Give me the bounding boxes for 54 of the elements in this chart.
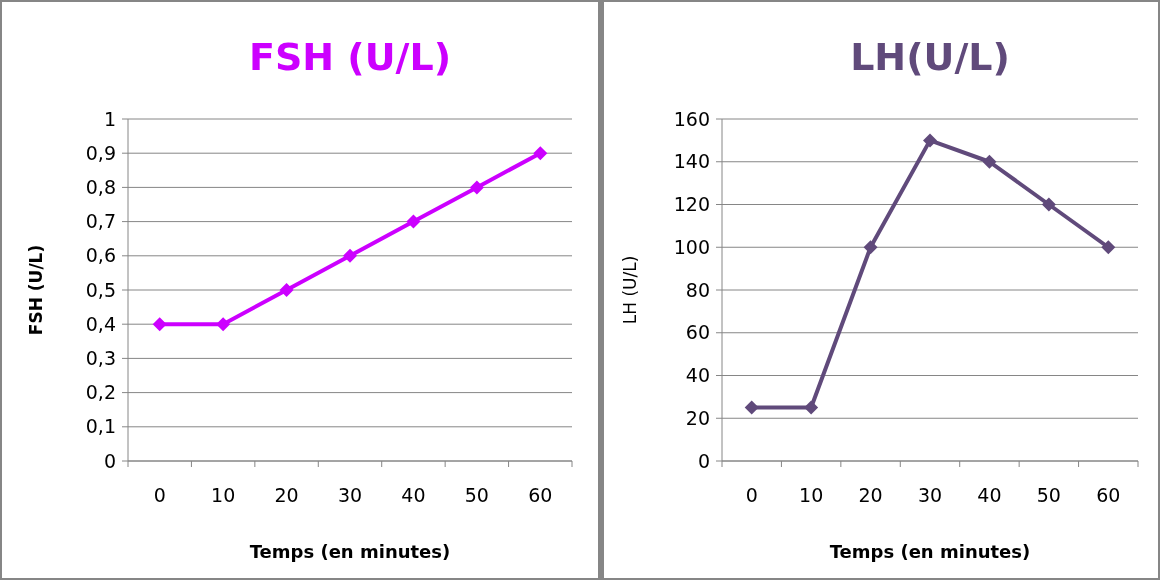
- y-tick-label: 0,8: [85, 176, 116, 199]
- point: [982, 154, 997, 169]
- point: [469, 180, 484, 195]
- y-tick-label: 0,3: [85, 347, 116, 370]
- point: [533, 146, 548, 161]
- y-tick-label: 100: [673, 235, 710, 258]
- x-tick-label: 30: [917, 484, 943, 506]
- x-tick-label: 20: [274, 484, 299, 506]
- y-tick-label: 0,1: [85, 415, 116, 438]
- point: [744, 400, 759, 415]
- y-tick-label: 80: [685, 278, 710, 301]
- x-tick-label: 0: [153, 484, 166, 506]
- y-tick-label: 1: [103, 107, 116, 130]
- y-tick-label: 20: [685, 406, 710, 429]
- y-tick-label: 0,7: [85, 210, 116, 233]
- x-tick-label: 50: [1036, 484, 1061, 506]
- y-tick-label: 0,5: [85, 278, 116, 301]
- x-axis-title: Temps (en minutes): [249, 541, 451, 562]
- x-tick-label: 40: [401, 484, 426, 506]
- chart-title: FSH (U/L): [248, 35, 452, 79]
- chart-title: LH(U/L): [850, 35, 1010, 79]
- point: [1101, 240, 1116, 255]
- point: [1041, 197, 1056, 212]
- x-tick-label: 40: [977, 484, 1002, 506]
- x-axis-title: Temps (en minutes): [829, 541, 1031, 562]
- point: [804, 400, 819, 415]
- x-tick-label: 10: [211, 484, 236, 506]
- point: [406, 214, 421, 229]
- y-tick-label: 140: [673, 150, 710, 173]
- x-tick-label: 10: [799, 484, 824, 506]
- point: [343, 248, 357, 263]
- y-axis-title: FSH (U/L): [26, 244, 46, 336]
- x-tick-label: 60: [1096, 484, 1121, 506]
- point: [863, 240, 878, 255]
- y-tick-label: 60: [685, 321, 710, 344]
- y-tick-label: 0,6: [85, 244, 116, 267]
- x-tick-label: 50: [464, 484, 489, 506]
- y-tick-label: 0: [103, 449, 116, 472]
- point: [216, 317, 231, 332]
- y-tick-label: 120: [673, 193, 710, 216]
- x-tick-label: 60: [528, 484, 553, 506]
- y-tick-label: 160: [673, 107, 710, 130]
- y-tick-label: 0,4: [85, 312, 116, 335]
- point: [279, 283, 294, 297]
- y-tick-label: 0,2: [85, 381, 116, 404]
- x-tick-label: 30: [337, 484, 363, 506]
- point: [923, 133, 937, 148]
- y-tick-label: 0: [697, 449, 710, 472]
- x-tick-label: 0: [745, 484, 758, 506]
- point: [152, 317, 167, 332]
- y-tick-label: 0,9: [85, 141, 116, 164]
- x-tick-label: 20: [858, 484, 883, 506]
- y-axis-title: LH (U/L): [620, 255, 640, 325]
- y-tick-label: 40: [685, 364, 710, 387]
